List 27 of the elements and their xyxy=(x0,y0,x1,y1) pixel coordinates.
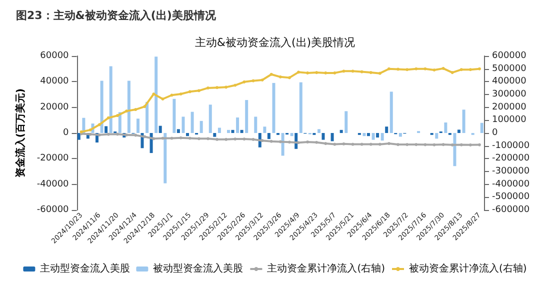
y2-tick-label: 300000 xyxy=(492,90,527,100)
y2-tick-label: 600000 xyxy=(492,51,527,61)
legend-label: 主动型资金流入美股 xyxy=(40,262,130,274)
y-tick-label: 20000 xyxy=(40,102,70,112)
y-tick-label: 40000 xyxy=(40,76,70,87)
y2-tick-label: 400000 xyxy=(492,76,527,87)
legend-label: 被动型资金流入美股 xyxy=(153,262,244,274)
y2-tick-label: -400000 xyxy=(492,179,530,190)
y2-tick-label: -500000 xyxy=(492,192,530,202)
y2-tick-label: 500000 xyxy=(492,64,527,74)
y-tick-label: -20000 xyxy=(36,154,70,164)
y2-tick-label: 0 xyxy=(492,128,498,138)
y-tick-label: 0 xyxy=(63,128,70,138)
y2-tick-label: 200000 xyxy=(492,102,527,112)
y2-tick-label: -300000 xyxy=(492,166,530,176)
y2-tick-label: -200000 xyxy=(492,154,530,164)
y2-tick-label: -100000 xyxy=(492,140,530,151)
y-tick-label: 60000 xyxy=(40,51,70,61)
y-tick-label: -40000 xyxy=(36,179,70,190)
caption: 图23：主动&被动资金流入(出)美股情况 xyxy=(16,9,217,22)
y2-tick-label: -600000 xyxy=(492,205,530,215)
legend-label: 被动资金累计净流入(右轴) xyxy=(409,262,527,274)
legend-label: 主动资金累计净流入(右轴) xyxy=(267,262,386,274)
y2-tick-label: 100000 xyxy=(492,115,527,126)
y-tick-label: -60000 xyxy=(36,205,70,215)
chart-title: 主动&被动资金流入(出)美股情况 xyxy=(194,36,356,49)
y-axis-title: 资金流入(百万美元) xyxy=(14,88,26,178)
